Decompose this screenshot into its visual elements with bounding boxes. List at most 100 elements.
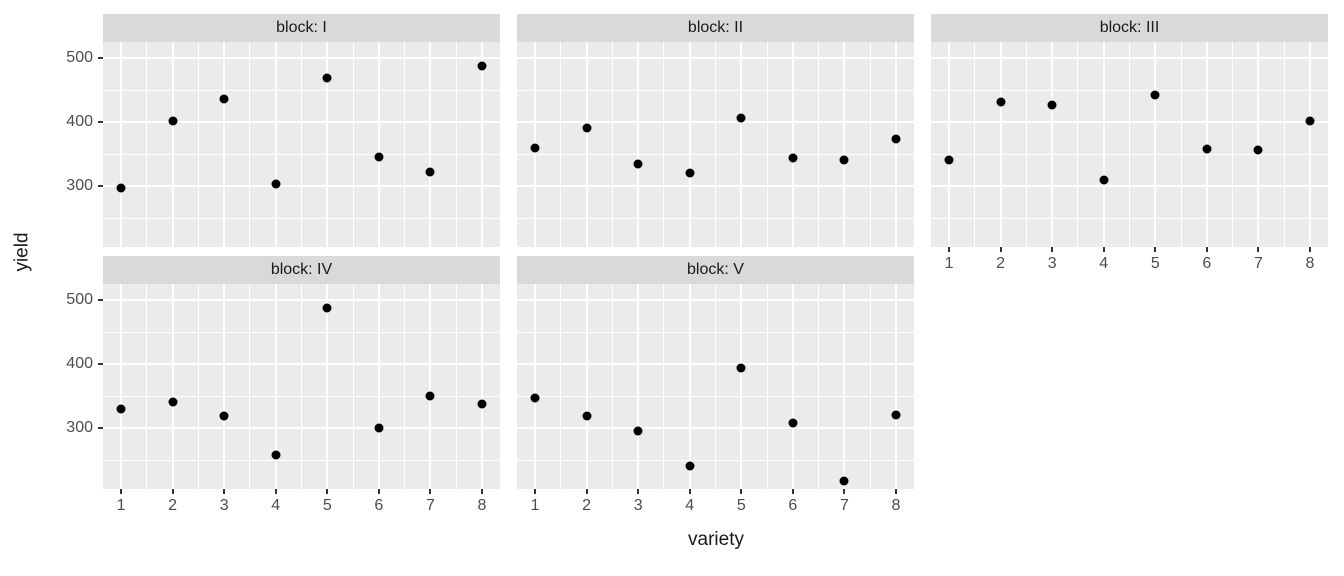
data-point [633, 426, 643, 436]
data-point [788, 418, 798, 428]
x-tick-mark [999, 247, 1002, 252]
x-tick-mark [843, 489, 846, 494]
gridline-minor-v [560, 284, 562, 489]
x-tick-mark [377, 489, 380, 494]
gridline-minor-v [715, 284, 716, 489]
x-tick-label: 7 [425, 497, 435, 514]
gridline-major-v [1154, 42, 1157, 247]
gridline-major-v [429, 284, 432, 489]
gridline-major-v [1102, 42, 1105, 247]
gridline-major-v [429, 42, 432, 247]
gridline-minor-v [818, 42, 820, 247]
x-tick-label: 1 [530, 497, 540, 514]
gridline-minor-v [197, 284, 199, 489]
data-point [1047, 100, 1057, 110]
x-tick-mark [1154, 247, 1157, 252]
x-tick-label: 3 [1047, 255, 1057, 272]
data-point [271, 450, 281, 460]
gridline-minor-v [197, 42, 199, 247]
data-point [116, 183, 126, 193]
gridline-major-v [999, 42, 1002, 247]
gridline-minor-v [663, 284, 665, 489]
gridline-major-h [517, 299, 914, 302]
gridline-minor-v [611, 284, 613, 489]
x-tick-mark [1102, 247, 1105, 252]
x-tick-mark [637, 489, 640, 494]
gridline-minor-v [869, 284, 871, 489]
data-point [477, 399, 487, 409]
data-point [788, 153, 798, 163]
gridline-minor-v [663, 42, 665, 247]
y-axis-title: yield [11, 232, 33, 272]
gridline-major-v [948, 42, 951, 247]
gridline-major-v [171, 42, 174, 247]
data-point [322, 73, 332, 83]
gridline-major-v [480, 284, 483, 489]
gridline-minor-v [249, 284, 251, 489]
facet-panel [103, 42, 500, 247]
x-tick-mark [120, 489, 123, 494]
gridline-major-v [120, 284, 123, 489]
gridline-major-v [585, 42, 588, 247]
data-point [1202, 144, 1212, 154]
gridline-major-h [103, 427, 500, 430]
gridline-major-h [103, 121, 500, 124]
gridline-minor-v [1129, 42, 1130, 247]
gridline-minor-v [766, 42, 768, 247]
x-tick-label: 7 [1253, 255, 1263, 272]
gridline-major-v [637, 284, 640, 489]
y-tick-mark [98, 299, 103, 302]
x-tick-label: 1 [944, 255, 954, 272]
data-point [1099, 175, 1109, 185]
data-point [996, 97, 1006, 107]
gridline-major-v [223, 284, 226, 489]
x-tick-label: 3 [633, 497, 643, 514]
gridline-minor-v [404, 42, 406, 247]
y-tick-label: 400 [66, 355, 93, 373]
x-tick-label: 2 [168, 497, 178, 514]
gridline-minor-v [146, 42, 148, 247]
gridline-minor-v [1180, 42, 1182, 247]
y-tick-label: 300 [66, 177, 93, 195]
data-point [322, 303, 332, 313]
x-tick-mark [223, 489, 226, 494]
data-point [839, 155, 849, 165]
gridline-major-h [103, 57, 500, 60]
x-tick-mark [1308, 247, 1311, 252]
gridline-major-v [843, 284, 846, 489]
gridline-major-v [326, 42, 329, 247]
gridline-major-v [894, 284, 897, 489]
gridline-minor-v [404, 284, 406, 489]
y-tick-label: 500 [66, 49, 93, 67]
gridline-minor-v [1283, 42, 1285, 247]
x-tick-mark [740, 489, 743, 494]
data-point [425, 391, 435, 401]
gridline-minor-v [766, 284, 768, 489]
gridline-major-h [103, 299, 500, 302]
gridline-minor-v [146, 284, 148, 489]
gridline-minor-v [1025, 42, 1027, 247]
gridline-major-v [791, 284, 794, 489]
y-tick-label: 300 [66, 419, 93, 437]
x-tick-mark [894, 489, 897, 494]
gridline-major-v [377, 42, 380, 247]
y-tick-mark [98, 57, 103, 60]
gridline-minor-v [1232, 42, 1234, 247]
data-point [530, 143, 540, 153]
gridline-minor-v [455, 42, 457, 247]
x-tick-mark [948, 247, 951, 252]
data-point [374, 423, 384, 433]
facet-panel [517, 284, 914, 489]
gridline-minor-v [611, 42, 613, 247]
gridline-major-v [534, 284, 537, 489]
x-tick-label: 4 [271, 497, 281, 514]
gridline-major-v [637, 42, 640, 247]
gridline-minor-v [352, 42, 354, 247]
facet-panel [103, 284, 500, 489]
gridline-major-v [274, 284, 277, 489]
data-point [891, 134, 901, 144]
gridline-minor-v [818, 284, 820, 489]
gridline-major-v [585, 284, 588, 489]
x-tick-label: 8 [1305, 255, 1315, 272]
gridline-major-v [377, 284, 380, 489]
